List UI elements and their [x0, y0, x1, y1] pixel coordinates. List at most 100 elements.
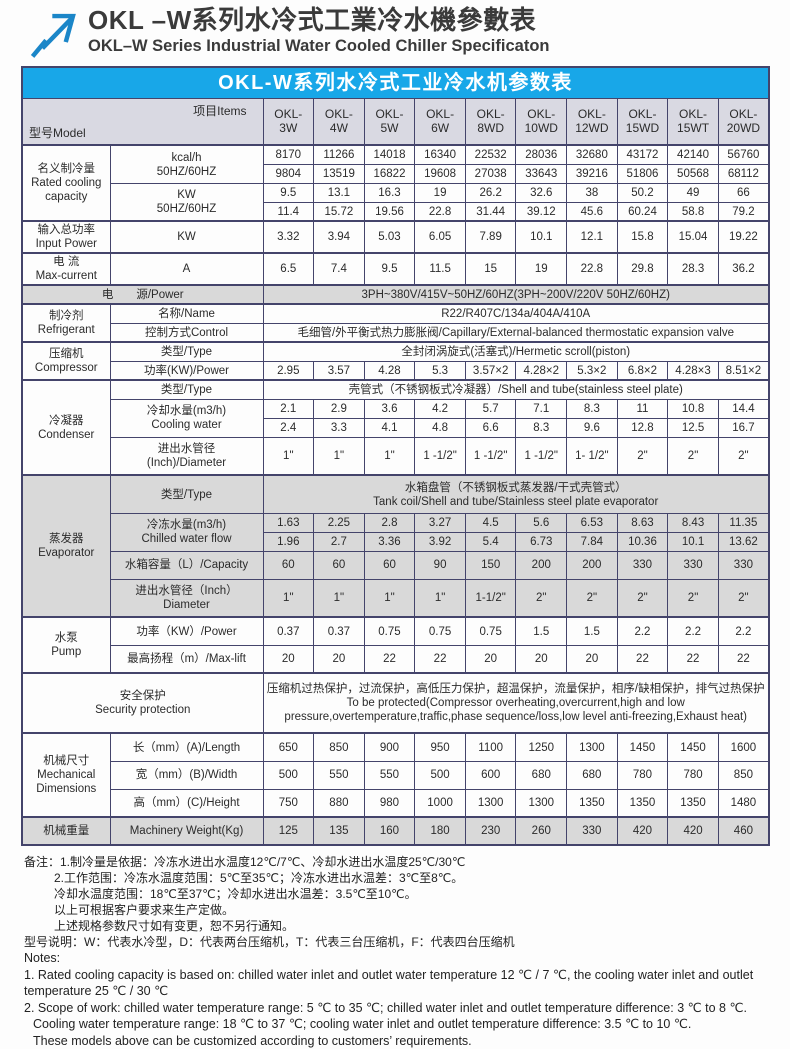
- value-cell: 2.1: [262, 398, 315, 419]
- note-line: 2. Scope of work: chilled water temperat…: [24, 1000, 747, 1015]
- value-cell: 3.27: [414, 512, 466, 533]
- value-cell: 2": [616, 578, 669, 618]
- value-cell: 16340: [414, 144, 466, 165]
- value-cell: 1480: [717, 788, 770, 818]
- item-machinery-weight: Machinery Weight(Kg): [109, 816, 264, 846]
- value-cell: 125: [262, 816, 315, 846]
- value-cell: 980: [363, 788, 416, 818]
- value-cell: 2": [667, 578, 719, 618]
- value-cell: 11.5: [414, 252, 466, 286]
- refrigerant-name-value: R22/R407C/134a/404A/410A: [262, 303, 770, 324]
- category-input-power: 输入总功率 Input Power: [21, 220, 111, 254]
- value-cell: 680: [515, 760, 568, 790]
- value-cell: 29.8: [616, 252, 669, 286]
- value-cell: 15.04: [667, 220, 719, 254]
- value-cell: 780: [667, 760, 719, 790]
- value-cell: 1": [262, 436, 315, 476]
- value-cell: 22: [616, 644, 669, 674]
- value-cell: 15.72: [313, 201, 365, 222]
- value-cell: 11.35: [717, 512, 770, 533]
- value-cell: 4.8: [414, 417, 466, 438]
- value-cell: 1": [363, 578, 416, 618]
- item-compressor-power: 功率(KW)/Power: [109, 360, 264, 381]
- page-header: OKL –W系列水冷式工業冷水機參數表 OKL–W Series Industr…: [0, 0, 790, 64]
- value-cell: 4.1: [363, 417, 416, 438]
- item-height: 高（mm）(C)/Height: [109, 788, 264, 818]
- value-cell: 3.32: [262, 220, 315, 254]
- value-cell: 8.3: [515, 417, 568, 438]
- value-cell: 10.36: [616, 531, 669, 552]
- value-cell: 1": [313, 436, 365, 476]
- value-cell: 5.4: [464, 531, 517, 552]
- page-title-en: OKL–W Series Industrial Water Cooled Chi…: [88, 36, 550, 55]
- model-header-label: 型号Model: [29, 125, 86, 140]
- value-cell: 22: [363, 644, 416, 674]
- value-cell: 8.43: [667, 512, 719, 533]
- value-cell: 1 -1/2": [414, 436, 466, 476]
- evaporator-type-value: 水箱盘管（不锈钢板式蒸发器/干式壳管式） Tank coil/Shell and…: [262, 474, 770, 514]
- value-cell: 22: [717, 644, 770, 674]
- category-refrigerant: 制冷剂 Refrigerant: [21, 303, 111, 343]
- value-cell: 8170: [262, 144, 315, 165]
- items-header-label: 项目Items: [193, 103, 247, 118]
- value-cell: 420: [667, 816, 719, 846]
- value-cell: 60: [363, 550, 416, 580]
- value-cell: 550: [313, 760, 365, 790]
- value-cell: 9.6: [566, 417, 618, 438]
- value-cell: 1-1/2": [464, 578, 517, 618]
- value-cell: 19.22: [717, 220, 770, 254]
- value-cell: 1600: [717, 732, 770, 762]
- value-cell: 4.28×2: [515, 360, 568, 381]
- model-header-cell: OKL- 15WT: [667, 97, 719, 146]
- value-cell: 15: [464, 252, 517, 286]
- value-cell: 2.2: [616, 616, 669, 646]
- condenser-type-value: 壳管式（不锈钢板式冷凝器）/Shell and tube(stainless s…: [262, 379, 770, 400]
- value-cell: 12.1: [566, 220, 618, 254]
- value-cell: 3.57: [313, 360, 365, 381]
- value-cell: 7.84: [566, 531, 618, 552]
- value-cell: 11266: [313, 144, 365, 165]
- value-cell: 160: [363, 816, 416, 846]
- notes-section: 备注：1.制冷量是依据：冷冻水进出水温度12℃/7℃、冷却水进出水温度25℃/3…: [24, 855, 790, 1049]
- value-cell: 19: [414, 182, 466, 203]
- value-cell: 10.1: [515, 220, 568, 254]
- value-cell: 20: [515, 644, 568, 674]
- model-header-cell: OKL- 15WD: [616, 97, 669, 146]
- value-cell: 2.95: [262, 360, 315, 381]
- value-cell: 4.28×3: [667, 360, 719, 381]
- value-cell: 39.12: [515, 201, 568, 222]
- value-cell: 60: [313, 550, 365, 580]
- value-cell: 1300: [566, 732, 618, 762]
- category-condenser: 冷凝器 Condenser: [21, 379, 111, 476]
- value-cell: 1350: [566, 788, 618, 818]
- value-cell: 10.8: [667, 398, 719, 419]
- value-cell: 3.57×2: [464, 360, 517, 381]
- value-cell: 2": [515, 578, 568, 618]
- value-cell: 1 -1/2": [464, 436, 517, 476]
- item-pump-power: 功率（KW）/Power: [109, 616, 264, 646]
- value-cell: 50.2: [616, 182, 669, 203]
- value-cell: 22: [414, 644, 466, 674]
- category-compressor: 压缩机 Compressor: [21, 341, 111, 381]
- value-cell: 5.3: [414, 360, 466, 381]
- value-cell: 38: [566, 182, 618, 203]
- item-pump-max-lift: 最高扬程（m）/Max-lift: [109, 644, 264, 674]
- value-cell: 330: [717, 550, 770, 580]
- value-cell: 1.5: [515, 616, 568, 646]
- item-refrigerant-control: 控制方式Control: [109, 322, 264, 343]
- value-cell: 58.8: [667, 201, 719, 222]
- value-cell: 260: [515, 816, 568, 846]
- value-cell: 2.25: [313, 512, 365, 533]
- value-cell: 13519: [313, 163, 365, 184]
- value-cell: 1000: [414, 788, 466, 818]
- value-cell: 600: [464, 760, 517, 790]
- value-cell: 1": [363, 436, 416, 476]
- value-cell: 26.2: [464, 182, 517, 203]
- note-line: 1. Rated cooling capacity is based on: c…: [24, 967, 754, 982]
- refrigerant-control-value: 毛细管/外平衡式热力膨胀阀/Capillary/External-balance…: [262, 322, 770, 343]
- note-line: 型号说明：W：代表水冷型，D：代表两台压缩机，T：代表三台压缩机，F：代表四台压…: [24, 934, 515, 949]
- value-cell: 3.36: [363, 531, 416, 552]
- value-cell: 19608: [414, 163, 466, 184]
- table-banner-title: OKL-W系列水冷式工业冷水机参数表: [21, 66, 770, 99]
- value-cell: 850: [717, 760, 770, 790]
